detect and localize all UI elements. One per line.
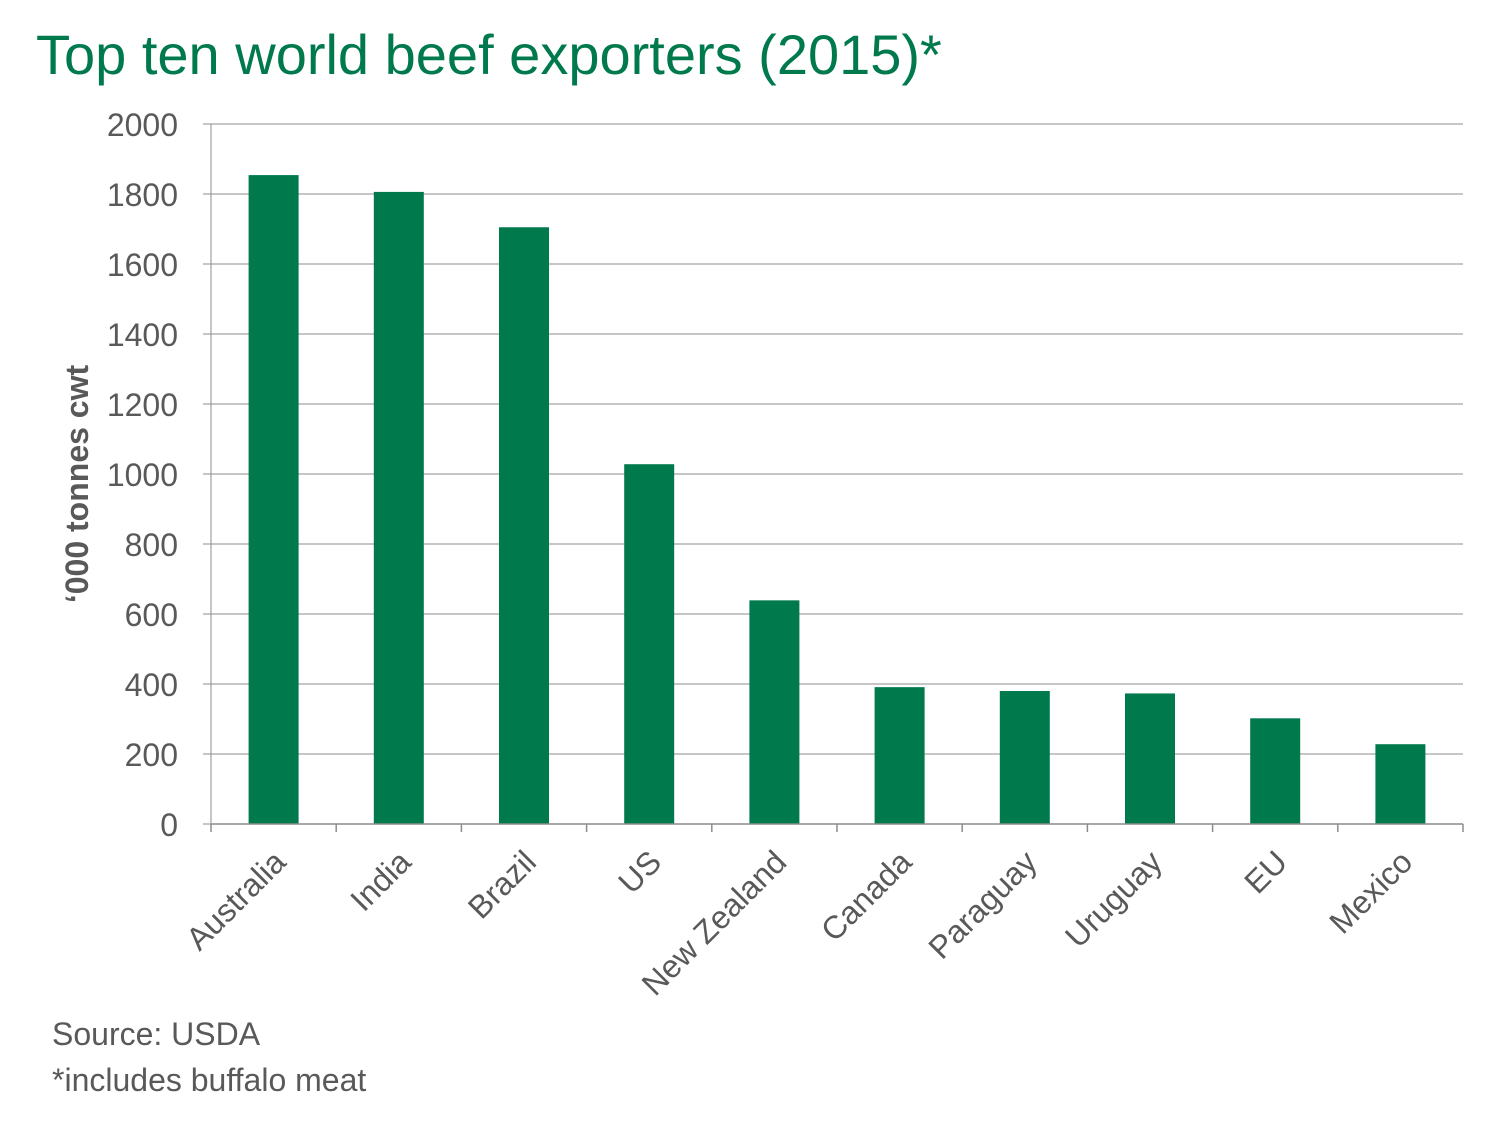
bar-paraguay	[999, 691, 1050, 824]
source-note: Source: USDA	[52, 1016, 261, 1052]
bars	[248, 175, 1426, 825]
bar-new-zealand	[749, 600, 800, 824]
bar-us	[624, 464, 675, 824]
bar-brazil	[499, 227, 549, 824]
y-tick-label: 200	[125, 737, 178, 773]
y-axis-label: ‘000 tonnes cwt	[59, 365, 95, 604]
y-tick-label: 800	[125, 527, 178, 563]
bar-india	[373, 191, 424, 824]
x-tick-label: EU	[1237, 843, 1294, 900]
x-tick-label: Australia	[179, 843, 293, 957]
x-tick-label: Uruguay	[1058, 843, 1169, 954]
x-tick-label: Mexico	[1322, 843, 1419, 940]
x-axis	[203, 123, 1464, 832]
bar-mexico	[1375, 744, 1426, 824]
bar-eu	[1250, 718, 1301, 824]
y-tick-label: 2000	[107, 107, 178, 143]
y-tick-label: 1000	[107, 457, 178, 493]
y-tick-label: 1400	[107, 317, 178, 353]
y-tick-label: 1600	[107, 247, 178, 283]
y-tick-label: 1200	[107, 387, 178, 423]
bar-uruguay	[1125, 693, 1175, 824]
chart-title: Top ten world beef exporters (2015)*	[36, 23, 942, 86]
x-tick-label: US	[611, 843, 668, 900]
y-tick-label: 0	[160, 807, 178, 843]
x-tick-label: India	[343, 843, 418, 918]
y-tick-label: 1800	[107, 177, 178, 213]
y-axis-ticks: 0 200 400 600 800 1000 1200 1400 1600 1800 2000	[107, 107, 178, 843]
footnote: *includes buffalo meat	[52, 1062, 367, 1098]
bar-canada	[874, 687, 925, 824]
x-tick-label: Canada	[814, 843, 919, 948]
y-tick-label: 400	[125, 667, 178, 703]
x-tick-label: Paraguay	[921, 843, 1043, 965]
y-tick-label: 600	[125, 597, 178, 633]
bar-australia	[248, 175, 299, 825]
x-tick-label: Brazil	[461, 843, 543, 925]
